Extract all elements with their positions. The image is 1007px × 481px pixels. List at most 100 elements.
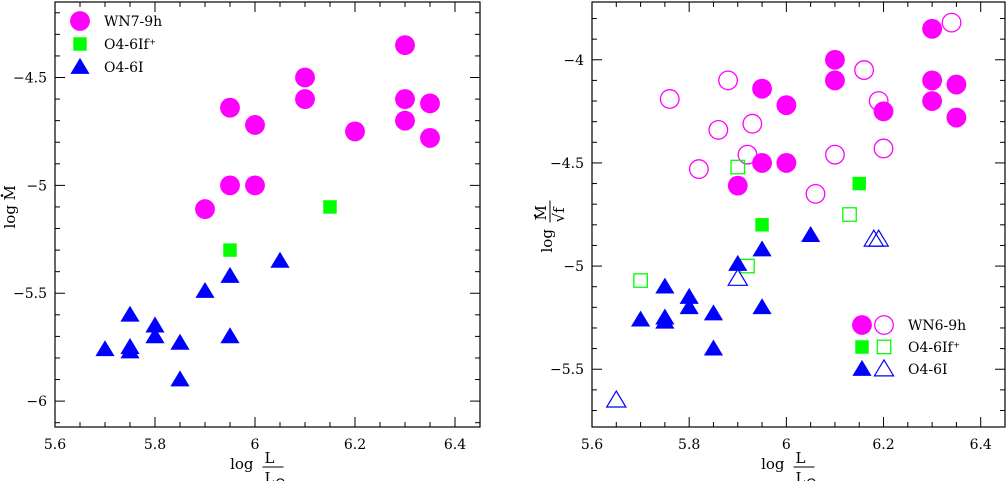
data-point [655, 277, 675, 294]
legend-marker [852, 359, 872, 376]
y-tick-label: −4.5 [550, 156, 584, 172]
x-tick-label: 6 [782, 437, 791, 453]
data-point [170, 333, 190, 350]
data-point [420, 93, 440, 114]
legend-label: O4-6I [908, 362, 948, 378]
data-point [752, 78, 772, 99]
data-point [633, 273, 648, 288]
x-axis-label-denominator: L [796, 469, 806, 481]
y-tick-label: −4 [563, 53, 584, 69]
data-point [220, 327, 240, 344]
series-wn6-9h-open-circle [659, 12, 962, 204]
data-point [395, 35, 415, 56]
data-point [801, 226, 821, 242]
legend: WN7-9h O4-6If⁺ O4-6I [70, 11, 162, 76]
y-tick-label: −4.5 [13, 71, 47, 87]
plot-frame [591, 1, 1006, 428]
data-point [195, 199, 215, 220]
x-axis-label-numerator: L [796, 449, 806, 467]
data-point [825, 144, 845, 165]
x-tick-label: 6 [251, 437, 260, 453]
sun-symbol: ⊙ [806, 475, 818, 481]
legend-marker [70, 57, 90, 74]
chart-panel-1: 5.65.866.26.4−6−5.5−5−4.5logLL⊙logMWN7-9… [0, 1, 481, 481]
data-point [873, 101, 894, 122]
series-o4-6if--filled-square [755, 176, 866, 232]
y-axis-label-mdot: M [1, 185, 19, 200]
data-point [805, 183, 826, 204]
data-point [295, 89, 315, 110]
data-point [730, 159, 746, 175]
data-point [703, 339, 724, 356]
data-point [873, 138, 894, 159]
series-o4-6i-filled-triangle [630, 226, 821, 356]
data-point [420, 127, 440, 148]
y-tick-label: −5.5 [13, 286, 47, 302]
data-point [752, 153, 772, 173]
data-point [323, 200, 337, 214]
x-tick-label: 5.6 [581, 437, 603, 453]
series-wn7-9h-filled-circle [195, 35, 440, 220]
data-point [395, 110, 415, 131]
series-wn6-9h-filled-circle [727, 18, 967, 196]
y-tick-label: −6 [26, 394, 47, 410]
data-point [703, 304, 724, 321]
data-point [245, 175, 265, 196]
y-axis-label: log M [0, 185, 19, 229]
y-axis-label-text: log [538, 229, 556, 253]
data-point [825, 70, 845, 91]
data-point [718, 70, 738, 91]
y-axis-label-mdot: M [532, 205, 550, 220]
plot-frame [54, 1, 481, 428]
legend-label: WN7-9h [104, 14, 162, 30]
data-point [295, 67, 315, 88]
data-point [946, 74, 967, 95]
x-axis-label-numerator: L [265, 449, 275, 467]
legend-marker [873, 358, 895, 377]
data-point [728, 254, 748, 271]
data-point [220, 266, 240, 283]
data-point [922, 91, 943, 111]
y-axis-label-sqrtf: √f [550, 206, 568, 223]
data-point [170, 370, 190, 387]
legend: WN6-9h O4-6If⁺ O4-6I [852, 315, 966, 378]
data-point [120, 305, 140, 322]
data-point [95, 340, 115, 357]
series-o4-6i-open-triangle [605, 228, 890, 408]
legend-marker [855, 340, 869, 354]
data-point [825, 49, 845, 70]
data-point [752, 240, 772, 257]
x-axis-label-denominator: L [265, 469, 275, 481]
legend-label: O4-6I [104, 60, 144, 76]
data-point [220, 175, 240, 196]
data-point [145, 316, 165, 333]
x-axis-label-log: log [230, 455, 254, 473]
data-point [120, 342, 140, 359]
data-point [688, 159, 709, 180]
data-point [776, 153, 797, 173]
data-point [679, 298, 699, 315]
data-point [345, 121, 365, 142]
data-point [605, 389, 627, 408]
data-point [922, 70, 943, 91]
data-point [708, 119, 729, 140]
mdot-dot [533, 214, 537, 217]
data-point [395, 89, 415, 110]
sun-symbol: ⊙ [275, 475, 287, 481]
legend-label: O4-6If⁺ [104, 37, 156, 53]
data-point [195, 281, 215, 298]
series-o4-6i-filled-triangle [95, 251, 290, 387]
data-point [776, 95, 797, 116]
data-point [737, 144, 758, 165]
data-point [854, 60, 875, 81]
data-point [630, 310, 651, 327]
data-point [868, 228, 890, 247]
data-point [742, 113, 763, 134]
data-point [245, 115, 265, 135]
data-point [220, 97, 240, 118]
data-point [755, 218, 769, 232]
mdot-dot [0, 194, 4, 197]
legend-marker [876, 339, 892, 355]
data-point [727, 268, 749, 286]
